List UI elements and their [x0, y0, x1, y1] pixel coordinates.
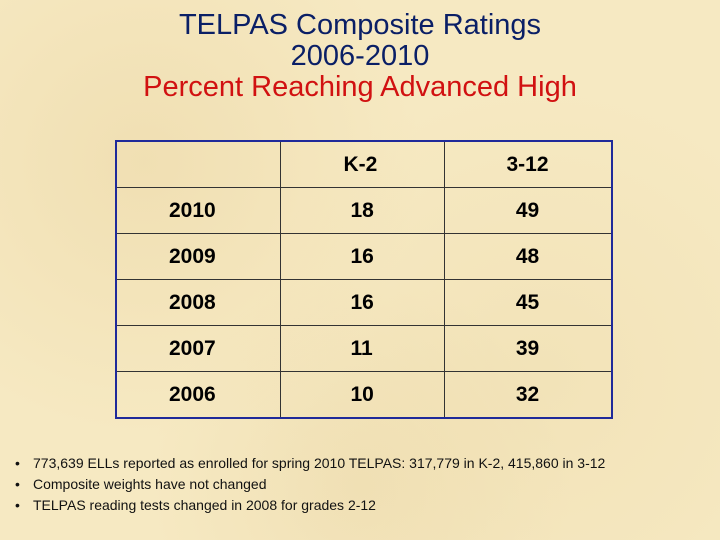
k2-value-cell: 10: [279, 371, 445, 419]
note-item: • TELPAS reading tests changed in 2008 f…: [15, 495, 605, 516]
slide-title: TELPAS Composite Ratings 2006-2010 Perce…: [0, 10, 720, 103]
g3-12-value-cell: 45: [443, 279, 612, 326]
year-cell: 2008: [115, 279, 281, 326]
g3-12-value-cell: 32: [443, 371, 612, 419]
k2-value-cell: 16: [279, 279, 445, 326]
year-cell: 2006: [115, 371, 281, 419]
note-text: 773,639 ELLs reported as enrolled for sp…: [33, 455, 606, 471]
title-line-2: 2006-2010: [290, 40, 430, 72]
table-row: 2010 18 49: [115, 187, 612, 234]
year-cell: 2010: [115, 187, 281, 234]
note-item: • 773,639 ELLs reported as enrolled for …: [15, 453, 605, 474]
bullet-icon: •: [15, 497, 20, 513]
year-cell: 2007: [115, 325, 281, 372]
table-row: 2007 11 39: [115, 325, 612, 372]
year-cell: 2009: [115, 233, 281, 280]
notes-list: • 773,639 ELLs reported as enrolled for …: [15, 453, 605, 516]
bullet-icon: •: [15, 455, 20, 471]
k2-value-cell: 16: [279, 233, 445, 280]
note-text: Composite weights have not changed: [33, 476, 267, 492]
g3-12-value-cell: 48: [443, 233, 612, 280]
note-text: TELPAS reading tests changed in 2008 for…: [33, 497, 376, 513]
table-row: 2009 16 48: [115, 233, 612, 280]
table-row: 2006 10 32: [115, 371, 612, 419]
k2-value-cell: 11: [279, 325, 445, 372]
title-line-1: TELPAS Composite Ratings: [178, 9, 542, 41]
k2-value-cell: 18: [279, 187, 445, 234]
header-cell-3-12: 3-12: [443, 140, 612, 188]
g3-12-value-cell: 39: [443, 325, 612, 372]
table-header-row: K-2 3-12: [115, 140, 612, 188]
g3-12-value-cell: 49: [443, 187, 612, 234]
header-cell-k2: K-2: [279, 140, 445, 188]
note-item: • Composite weights have not changed: [15, 474, 605, 495]
ratings-table: K-2 3-12 2010 18 49 2009 16 48 2008 16 4…: [115, 140, 613, 419]
table-row: 2008 16 45: [115, 279, 612, 326]
header-cell-blank: [115, 140, 281, 188]
title-line-3: Percent Reaching Advanced High: [143, 71, 577, 103]
bullet-icon: •: [15, 476, 20, 492]
